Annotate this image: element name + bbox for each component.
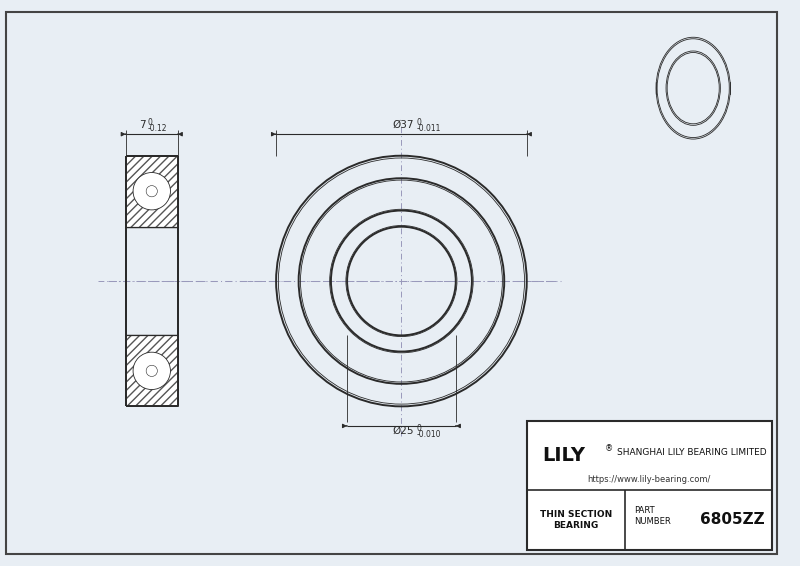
Text: -0.010: -0.010 bbox=[417, 430, 441, 439]
Circle shape bbox=[133, 352, 170, 389]
Bar bbox=[526, 421, 771, 550]
Text: 6805ZZ: 6805ZZ bbox=[700, 512, 765, 528]
Bar bbox=[126, 336, 178, 406]
Text: https://www.lily-bearing.com/: https://www.lily-bearing.com/ bbox=[587, 475, 711, 484]
Text: 7: 7 bbox=[139, 120, 146, 130]
Text: SHANGHAI LILY BEARING LIMITED: SHANGHAI LILY BEARING LIMITED bbox=[617, 448, 766, 457]
Text: ®: ® bbox=[605, 444, 614, 453]
Text: -0.011: -0.011 bbox=[417, 124, 441, 133]
Text: 0: 0 bbox=[417, 118, 422, 127]
Text: THIN SECTION
BEARING: THIN SECTION BEARING bbox=[539, 510, 612, 530]
Text: 0: 0 bbox=[148, 118, 153, 127]
Text: -0.12: -0.12 bbox=[148, 124, 167, 133]
Text: PART
NUMBER: PART NUMBER bbox=[634, 507, 671, 526]
Text: LILY: LILY bbox=[542, 446, 586, 465]
Bar bbox=[126, 156, 178, 227]
Text: Ø25: Ø25 bbox=[393, 426, 414, 436]
Bar bbox=[126, 336, 178, 406]
Text: Ø37: Ø37 bbox=[393, 120, 414, 130]
Text: 0: 0 bbox=[417, 424, 422, 433]
Circle shape bbox=[133, 173, 170, 210]
Bar bbox=[126, 156, 178, 227]
